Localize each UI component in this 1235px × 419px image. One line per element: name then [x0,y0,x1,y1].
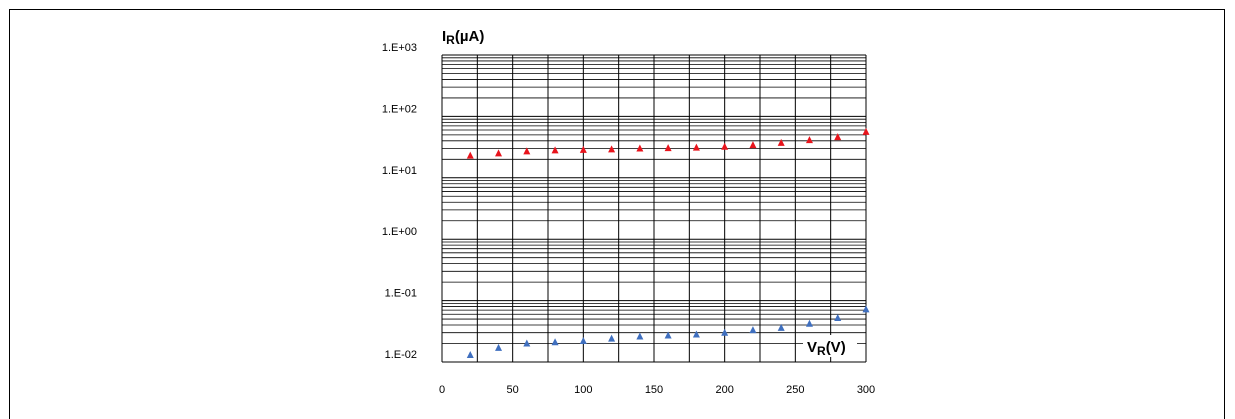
series-2-point [777,323,785,331]
x-axis-label-sub: R [817,344,826,358]
x-tick-label: 300 [857,384,875,396]
series-1-point [834,133,842,141]
x-tick-label: 50 [507,384,519,396]
x-tick-label: 100 [574,384,592,396]
y-tick-label: 1.E+01 [382,165,417,177]
y-tick-label: 1.E-02 [385,349,417,361]
y-tick-label: 1.E+03 [382,42,417,54]
x-axis-label-backdrop [803,335,857,357]
x-axis-label-main: V [807,339,817,356]
series-1-point [523,147,531,155]
series-1-point [749,141,757,149]
series-2-point [551,338,559,346]
series-2-point [664,331,672,339]
series-2-point [721,328,729,336]
x-tick-label: 250 [786,384,804,396]
y-tick-labels: 1.E-02 1.E-01 1.E+00 1.E+01 1.E+02 1.E+03 [382,42,417,361]
series-2-point [608,334,616,342]
series-2-point [749,326,757,334]
y-tick-label: 1.E+02 [382,103,417,115]
chart-frame: 1.E-02 1.E-01 1.E+00 1.E+01 1.E+02 1.E+03 0 50… [9,9,1225,419]
series-1-point [551,146,559,154]
x-tick-label: 200 [715,384,733,396]
series-2-point [579,336,587,344]
series-2-point [495,343,503,351]
series-2-point [692,330,700,338]
series-1-point [608,145,616,153]
series-1-point [721,142,729,150]
x-axis-label-unit: (V) [826,339,846,356]
y-tick-label: 1.E-01 [385,288,417,300]
series-1-point [466,151,474,159]
y-axis-label: IR(µA) [442,28,484,47]
series-1-point [805,136,813,144]
y-axis-label-main: I [442,28,446,45]
series-2-point [636,332,644,340]
series-markers [466,127,870,359]
series-1-point [636,144,644,152]
series-2-point [805,319,813,327]
series-1-point [495,149,503,157]
series-1-point [777,138,785,146]
series-2-point [523,339,531,347]
grid [441,54,867,363]
series-2-point [862,305,870,313]
series-1-point [692,143,700,151]
y-axis-label-unit: (µA) [455,28,484,45]
x-tick-label: 150 [645,384,663,396]
chart-svg: 1.E-02 1.E-01 1.E+00 1.E+01 1.E+02 1.E+03 0 50… [382,28,875,396]
y-axis-label-sub: R [446,33,455,47]
x-tick-labels: 0 50 100 150 200 250 300 [439,384,875,396]
x-axis-label: VR(V) [807,339,846,358]
series-1-point [579,145,587,153]
series-1-point [664,144,672,152]
series-2-point [466,351,474,359]
series-2-point [834,314,842,322]
series-1-point [862,127,870,135]
y-tick-label: 1.E+00 [382,226,417,238]
x-tick-label: 0 [439,384,445,396]
